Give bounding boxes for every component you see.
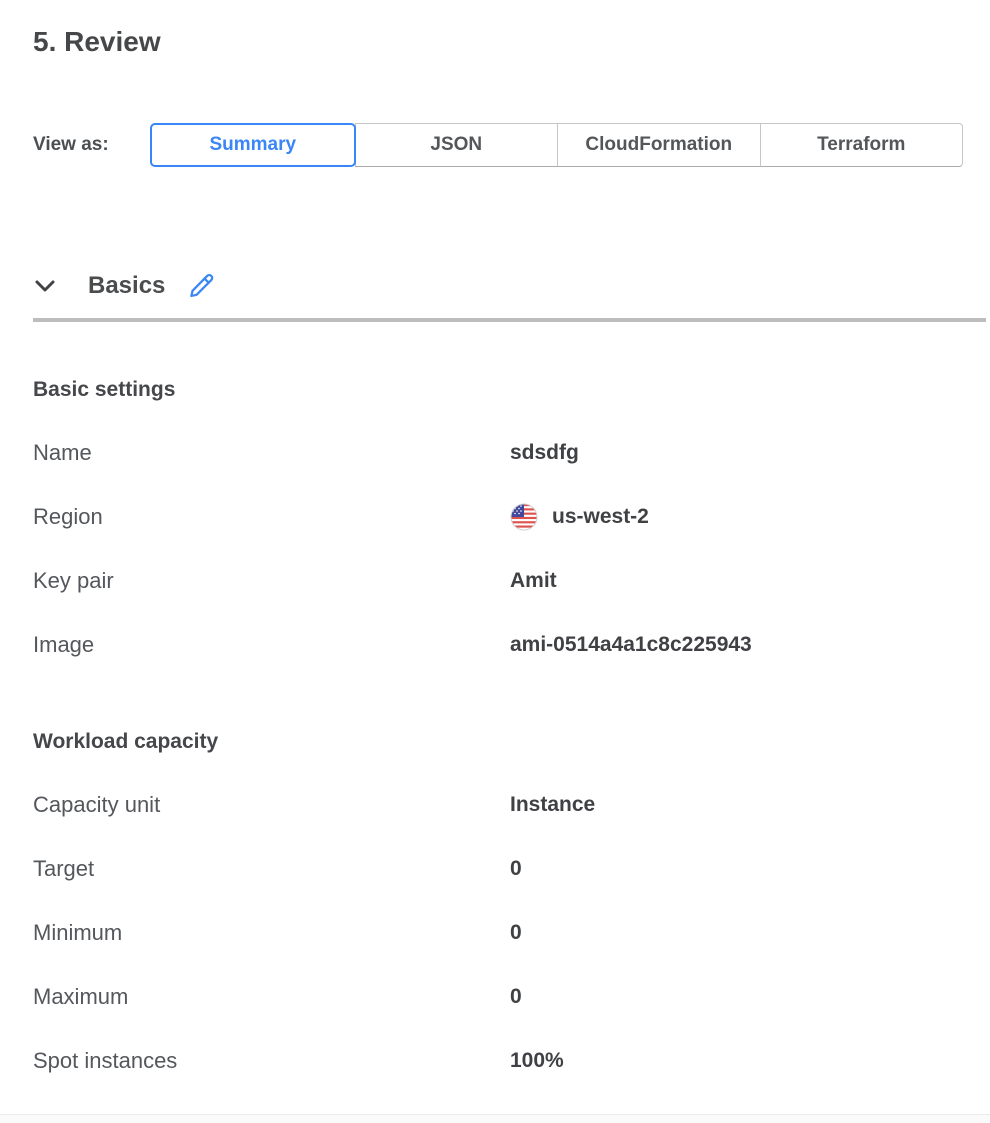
row-capacity-unit: Capacity unit Instance [33, 773, 990, 837]
row-image: Image ami-0514a4a1c8c225943 [33, 613, 990, 677]
footer-strip [0, 1114, 990, 1123]
row-value: Instance [510, 792, 596, 816]
view-as-label: View as: [33, 133, 109, 155]
row-value: 100% [510, 1048, 564, 1072]
row-label: Image [33, 631, 95, 657]
row-label: Maximum [33, 983, 129, 1009]
region-value-text: us-west-2 [552, 504, 649, 528]
workload-capacity-rows: Capacity unit Instance Target 0 Minimum … [33, 773, 990, 1093]
tab-cloudformation[interactable]: CloudFormation [557, 122, 761, 167]
row-value: Amit [510, 568, 557, 592]
page-title: 5. Review [33, 26, 161, 57]
view-as-tab-group: Summary JSON CloudFormation Terraform [150, 122, 963, 167]
row-label: Capacity unit [33, 791, 161, 817]
group-heading-basic-settings: Basic settings [33, 377, 176, 401]
row-target: Target 0 [33, 837, 990, 901]
row-label: Minimum [33, 919, 123, 945]
row-spot-instances: Spot instances 100% [33, 1029, 990, 1093]
row-value: 0 [510, 920, 522, 944]
us-flag-icon [510, 503, 538, 531]
row-minimum: Minimum 0 [33, 901, 990, 965]
review-page: 5. Review View as: Summary JSON CloudFor… [0, 25, 990, 1123]
row-name: Name sdsdfg [33, 421, 990, 485]
section-divider [33, 317, 986, 322]
row-region: Region [33, 485, 990, 549]
row-label: Key pair [33, 567, 114, 593]
row-label: Target [33, 855, 95, 881]
row-label: Spot instances [33, 1047, 178, 1073]
tab-terraform[interactable]: Terraform [759, 122, 963, 167]
row-value: ami-0514a4a1c8c225943 [510, 632, 752, 656]
group-heading-workload-capacity: Workload capacity [33, 729, 219, 753]
row-value: 0 [510, 856, 522, 880]
collapse-basics-button[interactable] [33, 274, 57, 298]
basic-settings-rows: Name sdsdfg Region [33, 421, 990, 677]
row-value: sdsdfg [510, 440, 579, 464]
pencil-icon [188, 272, 215, 299]
chevron-down-icon [33, 274, 57, 298]
basics-section-header: Basics [33, 269, 990, 303]
tab-summary[interactable]: Summary [150, 122, 356, 167]
row-label: Region [33, 503, 103, 529]
row-maximum: Maximum 0 [33, 965, 990, 1029]
view-as-row: View as: Summary JSON CloudFormation Ter… [33, 122, 990, 167]
row-label: Name [33, 439, 92, 465]
row-value: 0 [510, 984, 522, 1008]
edit-basics-button[interactable] [187, 272, 215, 300]
basics-section-title: Basics [88, 271, 166, 299]
row-value: us-west-2 [510, 503, 649, 531]
row-key-pair: Key pair Amit [33, 549, 990, 613]
tab-json[interactable]: JSON [354, 122, 558, 167]
